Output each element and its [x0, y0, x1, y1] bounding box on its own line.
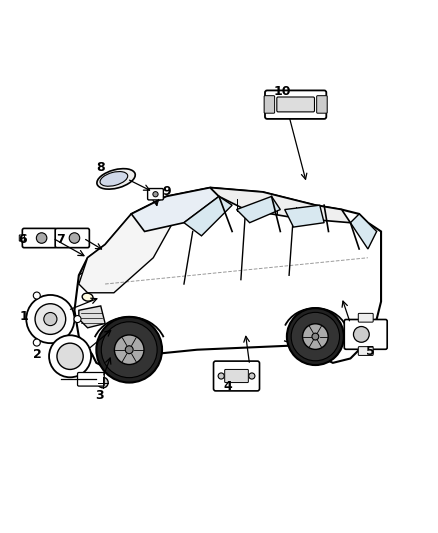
- Circle shape: [312, 333, 319, 340]
- FancyBboxPatch shape: [225, 369, 248, 383]
- Circle shape: [114, 335, 144, 365]
- Text: 4: 4: [223, 381, 232, 393]
- FancyBboxPatch shape: [317, 96, 327, 113]
- FancyBboxPatch shape: [277, 97, 314, 112]
- FancyBboxPatch shape: [214, 361, 259, 391]
- Circle shape: [49, 335, 91, 377]
- FancyBboxPatch shape: [55, 229, 89, 248]
- Polygon shape: [184, 197, 232, 236]
- Text: 8: 8: [96, 161, 105, 174]
- Polygon shape: [74, 188, 381, 372]
- Circle shape: [36, 233, 47, 243]
- Circle shape: [98, 377, 108, 388]
- Polygon shape: [79, 209, 175, 293]
- Circle shape: [101, 322, 157, 378]
- Text: 3: 3: [95, 389, 104, 402]
- FancyBboxPatch shape: [22, 229, 57, 248]
- Circle shape: [96, 317, 162, 383]
- Text: 7: 7: [56, 233, 65, 246]
- Text: 2: 2: [33, 349, 42, 361]
- Circle shape: [33, 339, 40, 346]
- Circle shape: [44, 312, 57, 326]
- Text: 9: 9: [162, 184, 171, 198]
- FancyBboxPatch shape: [265, 91, 326, 119]
- Ellipse shape: [82, 293, 93, 301]
- Circle shape: [35, 304, 66, 334]
- Circle shape: [74, 316, 81, 322]
- Circle shape: [353, 327, 369, 342]
- Circle shape: [69, 233, 80, 243]
- FancyBboxPatch shape: [358, 346, 373, 356]
- Polygon shape: [210, 188, 350, 223]
- FancyBboxPatch shape: [264, 96, 275, 113]
- Ellipse shape: [97, 168, 135, 189]
- Circle shape: [218, 373, 224, 379]
- FancyBboxPatch shape: [344, 319, 387, 349]
- Polygon shape: [350, 214, 377, 249]
- Polygon shape: [285, 205, 324, 227]
- Circle shape: [287, 308, 344, 365]
- Circle shape: [153, 191, 158, 197]
- FancyBboxPatch shape: [19, 235, 25, 241]
- Circle shape: [125, 346, 133, 354]
- Text: 10: 10: [274, 85, 291, 98]
- FancyBboxPatch shape: [358, 313, 373, 322]
- Text: 1: 1: [20, 310, 28, 324]
- Text: 6: 6: [18, 233, 27, 246]
- Circle shape: [291, 312, 339, 361]
- FancyBboxPatch shape: [78, 373, 104, 386]
- Ellipse shape: [100, 172, 128, 186]
- Polygon shape: [79, 306, 105, 328]
- Circle shape: [57, 343, 83, 369]
- FancyBboxPatch shape: [148, 189, 163, 200]
- Polygon shape: [131, 188, 219, 231]
- Circle shape: [249, 373, 255, 379]
- Circle shape: [33, 292, 40, 299]
- Text: 5: 5: [366, 345, 374, 358]
- Polygon shape: [237, 197, 280, 223]
- Circle shape: [26, 295, 74, 343]
- Circle shape: [303, 324, 328, 350]
